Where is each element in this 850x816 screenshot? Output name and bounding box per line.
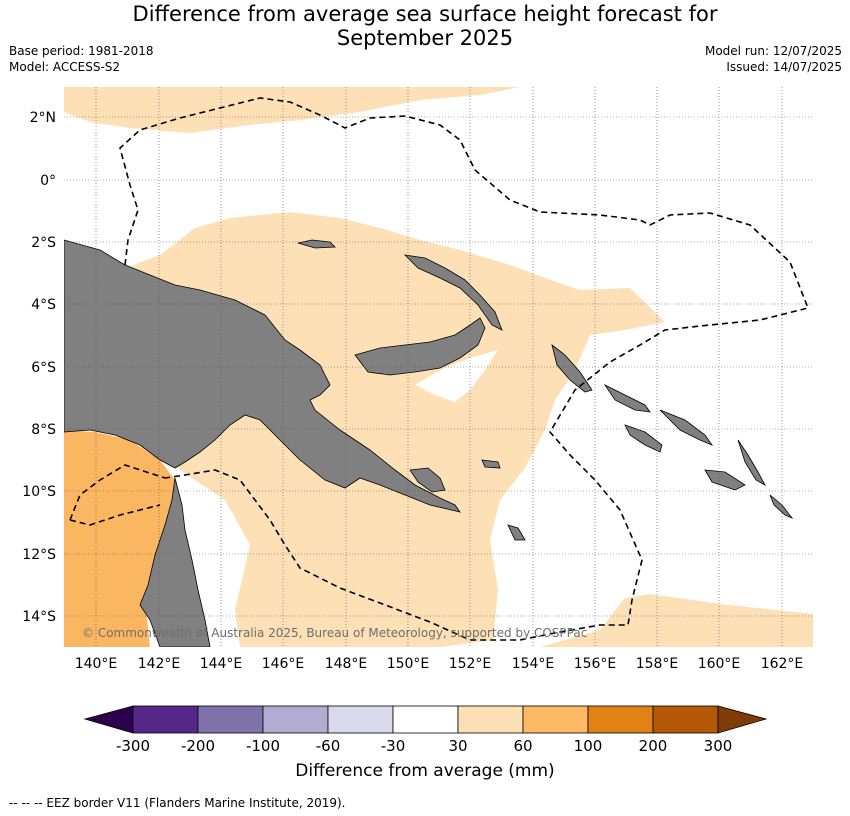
title-line-1: Difference from average sea surface heig… — [132, 2, 718, 26]
colorbar-segment — [392, 705, 459, 734]
louisiade-island — [507, 524, 526, 541]
model-run: Model run: 12/07/2025 — [704, 44, 842, 58]
lat-label: 10°S — [22, 484, 56, 500]
colorbar-segment — [132, 705, 199, 734]
lon-label: 150°E — [387, 656, 430, 672]
latitude-labels: 2°N 0° 2°S 4°S 6°S 8°S 10°S 12°S 14°S — [22, 110, 56, 625]
meta-left: Base period: 1981-2018 Model: ACCESS-S2 — [9, 43, 154, 75]
lon-label: 146°E — [262, 656, 305, 672]
colorbar-extend-high — [717, 705, 768, 734]
colorbar-tick: 200 — [639, 737, 668, 755]
colorbar-label: Difference from average (mm) — [295, 761, 555, 781]
new-ireland-island — [403, 254, 503, 331]
colorbar-tick: -30 — [381, 737, 406, 755]
colorbar-segment — [327, 705, 394, 734]
lon-label: 140°E — [75, 656, 118, 672]
colorbar-segment — [197, 705, 264, 734]
meta-right: Model run: 12/07/2025 Issued: 14/07/2025 — [705, 43, 842, 75]
colorbar-segment — [652, 705, 719, 734]
eez-border-west — [69, 504, 161, 526]
dentrecasteaux-islands — [409, 467, 446, 493]
cape-york-peninsula — [139, 477, 211, 647]
issued-date: Issued: 14/07/2025 — [726, 60, 842, 74]
land-masses — [64, 239, 794, 647]
colorbar-segment — [262, 705, 329, 734]
new-guinea-landmass — [64, 239, 461, 513]
colorbar-segment — [587, 705, 654, 734]
colorbar-tick: -200 — [181, 737, 215, 755]
eez-border-southwest — [69, 464, 166, 521]
anomaly-region-southeast — [540, 594, 813, 647]
solomon-island-5 — [737, 439, 766, 487]
title-line-2: September 2025 — [336, 26, 514, 50]
lon-label: 156°E — [574, 656, 617, 672]
colorbar-extend-low — [83, 705, 134, 734]
solomon-island-4 — [704, 469, 746, 491]
solomon-island-2 — [659, 409, 714, 446]
bougainville-island — [551, 343, 593, 393]
solomon-island-1 — [603, 383, 651, 413]
longitude-labels: 140°E 142°E 144°E 146°E 148°E 150°E 152°… — [75, 656, 804, 672]
small-island — [481, 459, 501, 469]
eez-borders — [69, 97, 810, 641]
chart-title: Difference from average sea surface heig… — [0, 2, 850, 50]
colorbar-tick: -60 — [316, 737, 341, 755]
solomon-island-6 — [769, 494, 794, 519]
colorbar-tick: 60 — [513, 737, 532, 755]
colorbar-tick: 100 — [574, 737, 603, 755]
colorbar-tick: 30 — [448, 737, 467, 755]
colorbar-tick: -100 — [246, 737, 280, 755]
new-britain-island — [354, 317, 486, 376]
anomaly-region-west — [64, 430, 175, 647]
colorbar-segment — [522, 705, 589, 734]
lon-label: 142°E — [138, 656, 181, 672]
lat-label: 8°S — [31, 422, 56, 438]
lat-label: 6°S — [31, 360, 56, 376]
lat-label: 4°S — [31, 297, 56, 313]
solomon-island-3 — [624, 424, 663, 453]
lat-label: 12°S — [22, 547, 56, 563]
copyright-notice: © Commonwealth of Australia 2025, Bureau… — [82, 626, 587, 640]
colorbar — [83, 705, 768, 734]
map-plot-area: © Commonwealth of Australia 2025, Bureau… — [64, 87, 813, 647]
lon-label: 162°E — [761, 656, 804, 672]
anomaly-region-north — [64, 87, 520, 133]
lon-label: 152°E — [449, 656, 492, 672]
lon-label: 148°E — [325, 656, 368, 672]
eez-legend: -- -- -- EEZ border V11 (Flanders Marine… — [9, 796, 346, 810]
colorbar-tick: -300 — [116, 737, 150, 755]
base-period: Base period: 1981-2018 — [9, 44, 154, 58]
lon-label: 158°E — [636, 656, 679, 672]
graticule — [64, 87, 813, 647]
lon-label: 144°E — [200, 656, 243, 672]
anomaly-gap-region — [415, 350, 498, 402]
lat-label: 2°S — [31, 235, 56, 251]
colorbar-tick: 300 — [704, 737, 733, 755]
colorbar-ticks: -300 -200 -100 -60 -30 30 60 100 200 300 — [116, 737, 732, 755]
eez-border-png — [119, 97, 810, 641]
lat-label: 14°S — [22, 609, 56, 625]
model-name: Model: ACCESS-S2 — [9, 60, 121, 74]
lat-label: 0° — [40, 173, 56, 189]
colorbar-segment — [457, 705, 524, 734]
lon-label: 154°E — [512, 656, 555, 672]
lon-label: 160°E — [698, 656, 741, 672]
lat-label: 2°N — [30, 110, 56, 126]
